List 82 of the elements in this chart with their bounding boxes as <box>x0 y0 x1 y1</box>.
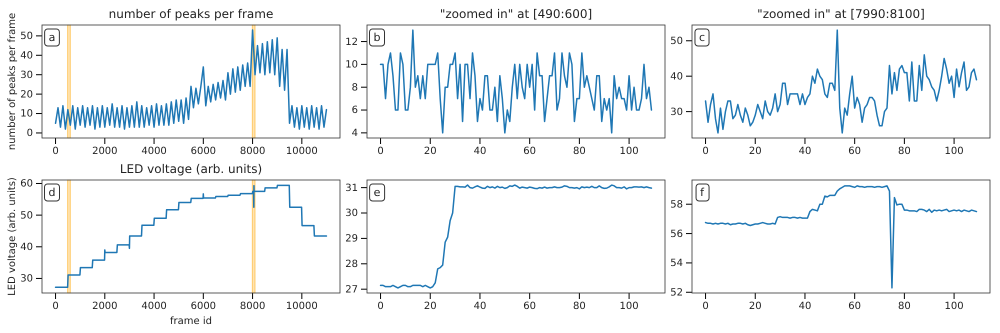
y-tick-label: 30 <box>20 274 33 285</box>
chart-title: LED voltage (arb. units) <box>120 162 262 176</box>
x-tick-label: 80 <box>898 301 911 312</box>
chart-title: number of peaks per frame <box>108 7 274 21</box>
annotation: b <box>374 31 381 44</box>
y-tick-label: 4 <box>352 128 358 140</box>
y-tick-label: 50 <box>20 210 33 222</box>
x-tick-label: 80 <box>898 146 911 158</box>
annotation: c <box>698 31 706 44</box>
annotation: d <box>48 186 56 199</box>
x-tick-label: 6000 <box>190 146 216 158</box>
x-tick-label: 2000 <box>92 146 118 158</box>
y-tick-label: 56 <box>670 228 683 240</box>
x-tick-label: 2000 <box>92 301 118 312</box>
x-tick-label: 8000 <box>240 301 266 312</box>
y-tick-label: 60 <box>20 178 33 190</box>
x-tick-label: 0 <box>702 146 709 158</box>
y-tick-label: 12 <box>345 36 358 48</box>
y-tick-label: 6 <box>352 105 358 116</box>
x-tick-label: 0 <box>377 301 384 312</box>
x-tick-label: 60 <box>523 301 536 312</box>
line-series <box>380 184 652 289</box>
y-tick-label: 30 <box>345 208 358 220</box>
line-series <box>380 29 652 134</box>
x-tick-label: 40 <box>798 146 812 158</box>
y-tick-label: 27 <box>345 284 358 296</box>
line-series <box>54 29 328 130</box>
x-tick-label: 0 <box>377 146 384 158</box>
y-tick-label: 8 <box>352 82 358 94</box>
y-tick-label: 30 <box>670 106 683 118</box>
x-tick-label: 100 <box>620 146 639 158</box>
annotation: f <box>700 186 706 199</box>
x-tick-label: 40 <box>798 301 812 312</box>
x-tick-label: 60 <box>523 146 536 158</box>
y-tick-label: 58 <box>670 199 683 210</box>
y-tick-label: 10 <box>345 60 358 71</box>
chart-title: "zoomed in" at [490:600] <box>440 7 592 21</box>
x-tick-label: 80 <box>573 301 586 312</box>
x-tick-label: 100 <box>944 146 964 158</box>
annotation: e <box>374 186 381 199</box>
line-series <box>54 184 328 288</box>
x-tick-label: 20 <box>748 146 762 158</box>
x-tick-label: 4000 <box>141 146 167 158</box>
x-tick-label: 0 <box>52 301 59 312</box>
x-tick-label: 60 <box>848 301 862 312</box>
x-tick-label: 10000 <box>286 146 318 158</box>
x-tick-label: 4000 <box>141 301 167 312</box>
x-tick-label: 60 <box>848 146 862 158</box>
y-axis-title: number of peaks per frame <box>7 12 18 150</box>
x-tick-label: 40 <box>474 301 486 312</box>
x-tick-label: 40 <box>474 146 486 158</box>
x-tick-label: 100 <box>944 301 964 312</box>
x-tick-label: 10000 <box>286 301 318 312</box>
y-tick-label: 0 <box>26 128 33 140</box>
x-tick-label: 20 <box>424 301 437 312</box>
annotation: a <box>48 31 56 44</box>
x-tick-label: 20 <box>748 301 762 312</box>
x-axis-title: frame id <box>170 316 212 327</box>
y-tick-label: 30 <box>20 70 33 81</box>
y-tick-label: 40 <box>670 71 683 82</box>
x-tick-label: 20 <box>424 146 437 158</box>
x-tick-label: 8000 <box>240 146 266 158</box>
line-series <box>704 185 978 289</box>
x-tick-label: 100 <box>620 301 639 312</box>
y-tick-label: 50 <box>670 36 683 47</box>
x-tick-label: 0 <box>52 146 59 158</box>
y-axis-title: LED voltage (arb. units) <box>7 177 18 296</box>
y-tick-label: 40 <box>20 50 33 62</box>
x-tick-label: 0 <box>702 301 709 312</box>
y-tick-label: 50 <box>20 31 33 42</box>
y-tick-label: 29 <box>345 234 358 245</box>
x-tick-label: 6000 <box>190 301 216 312</box>
y-tick-label: 10 <box>20 108 33 120</box>
y-tick-label: 28 <box>345 259 358 270</box>
y-tick-label: 52 <box>670 287 683 298</box>
y-tick-label: 40 <box>20 242 33 253</box>
y-tick-label: 54 <box>670 258 683 270</box>
y-tick-label: 20 <box>20 89 33 100</box>
y-tick-label: 31 <box>345 182 358 194</box>
x-tick-label: 80 <box>573 146 586 158</box>
chart-title: "zoomed in" at [7990:8100] <box>757 7 925 21</box>
line-series <box>704 29 978 134</box>
